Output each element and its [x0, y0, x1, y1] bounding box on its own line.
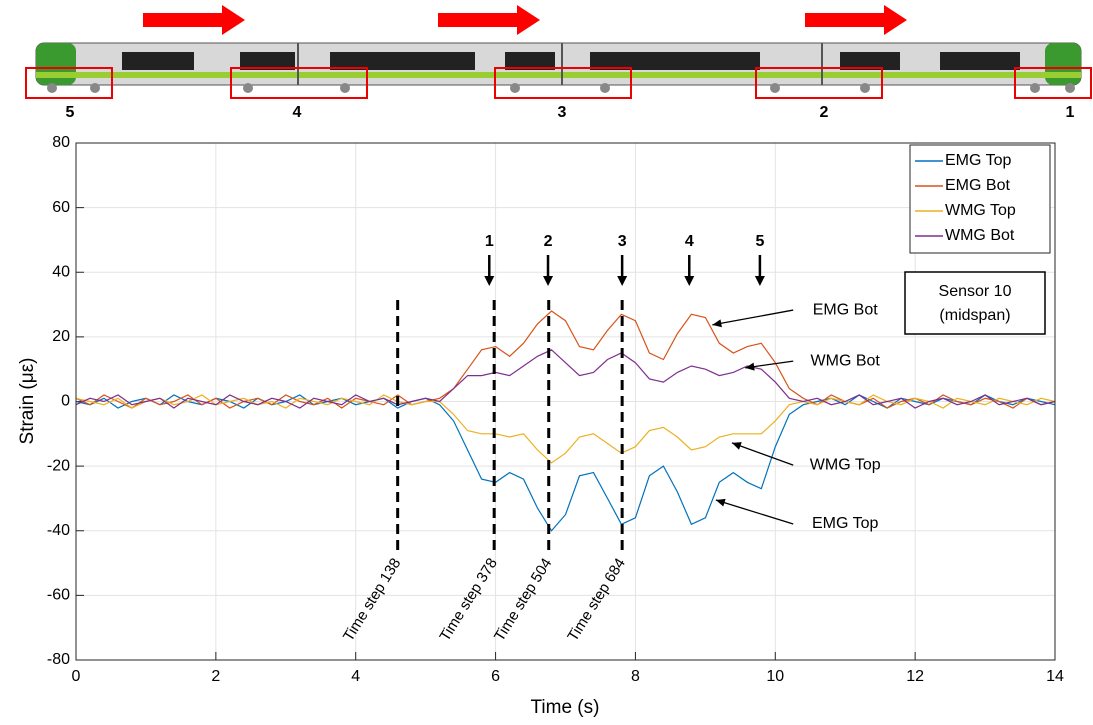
curve-arrowhead — [715, 498, 726, 507]
plot-lines — [75, 310, 1056, 532]
y-tick-label: -20 — [47, 457, 70, 474]
y-tick-label: 80 — [52, 134, 70, 151]
car-joints — [297, 43, 823, 85]
axle-label: 1 — [485, 233, 494, 250]
x-tick-label: 8 — [631, 668, 640, 685]
x-tick-label: 14 — [1046, 668, 1064, 685]
y-tick-label: -80 — [47, 651, 70, 668]
axle-label: 4 — [685, 233, 694, 250]
axle-arrowhead — [484, 276, 495, 286]
curve-arrowhead — [712, 319, 722, 328]
bogie-label: 4 — [293, 104, 302, 121]
bogie-label: 5 — [66, 104, 75, 121]
y-tick-label: -60 — [47, 587, 70, 604]
y-tick-label: 20 — [52, 328, 70, 345]
axle-label: 2 — [544, 233, 553, 250]
curve-label: EMG Bot — [813, 301, 878, 318]
curve-arrowhead — [731, 442, 742, 450]
curve-arrow — [712, 309, 794, 326]
axle-label: 5 — [755, 233, 764, 250]
data-line — [75, 394, 1056, 532]
bogie-label: 1 — [1066, 104, 1075, 121]
wheels — [47, 83, 1075, 93]
bogie-label: 2 — [820, 104, 829, 121]
y-tick-label: 40 — [52, 263, 70, 280]
curve-label: WMG Top — [810, 456, 881, 473]
curve-label: EMG Top — [812, 515, 879, 532]
sensor-label: Sensor 10 — [939, 283, 1012, 300]
legend-label: EMG Top — [945, 152, 1012, 169]
x-axis-label: Time (s) — [531, 697, 600, 718]
legend-label: WMG Top — [945, 202, 1016, 219]
train-cab — [36, 43, 76, 85]
sensor-box — [904, 271, 1046, 335]
x-tick-label: 2 — [211, 668, 220, 685]
legend-box — [909, 144, 1051, 254]
legend-label: WMG Bot — [945, 227, 1015, 244]
train-illustration — [25, 5, 1092, 99]
train-stripe — [36, 72, 1081, 78]
x-tick-label: 6 — [491, 668, 500, 685]
bogie-boxes — [25, 67, 1092, 99]
axle-label: 3 — [618, 233, 627, 250]
y-tick-label: 60 — [52, 199, 70, 216]
curve-arrow — [715, 499, 794, 525]
y-tick-label: -40 — [47, 522, 70, 539]
curve-label: WMG Bot — [811, 352, 881, 369]
axle-arrowhead — [684, 276, 695, 286]
x-tick-label: 12 — [906, 668, 924, 685]
train-cab — [1045, 43, 1081, 85]
sensor-label: (midspan) — [939, 307, 1010, 324]
y-tick-label: 0 — [61, 393, 70, 410]
train-windows — [122, 52, 1020, 70]
curve-arrowhead — [745, 362, 755, 371]
axle-arrowhead — [754, 276, 765, 286]
direction-arrows — [143, 5, 907, 35]
bogie-label: 3 — [558, 104, 567, 121]
legend-label: EMG Bot — [945, 177, 1010, 194]
data-line — [75, 349, 1056, 409]
x-tick-label: 4 — [351, 668, 360, 685]
curve-arrow — [731, 442, 794, 466]
axes-frame — [75, 142, 1056, 661]
data-line — [75, 310, 1056, 409]
y-axis-label: Strain (με) — [17, 358, 38, 445]
x-tick-label: 10 — [766, 668, 784, 685]
axle-arrowhead — [543, 276, 554, 286]
x-tick-label: 0 — [72, 668, 81, 685]
axle-arrowhead — [617, 276, 628, 286]
